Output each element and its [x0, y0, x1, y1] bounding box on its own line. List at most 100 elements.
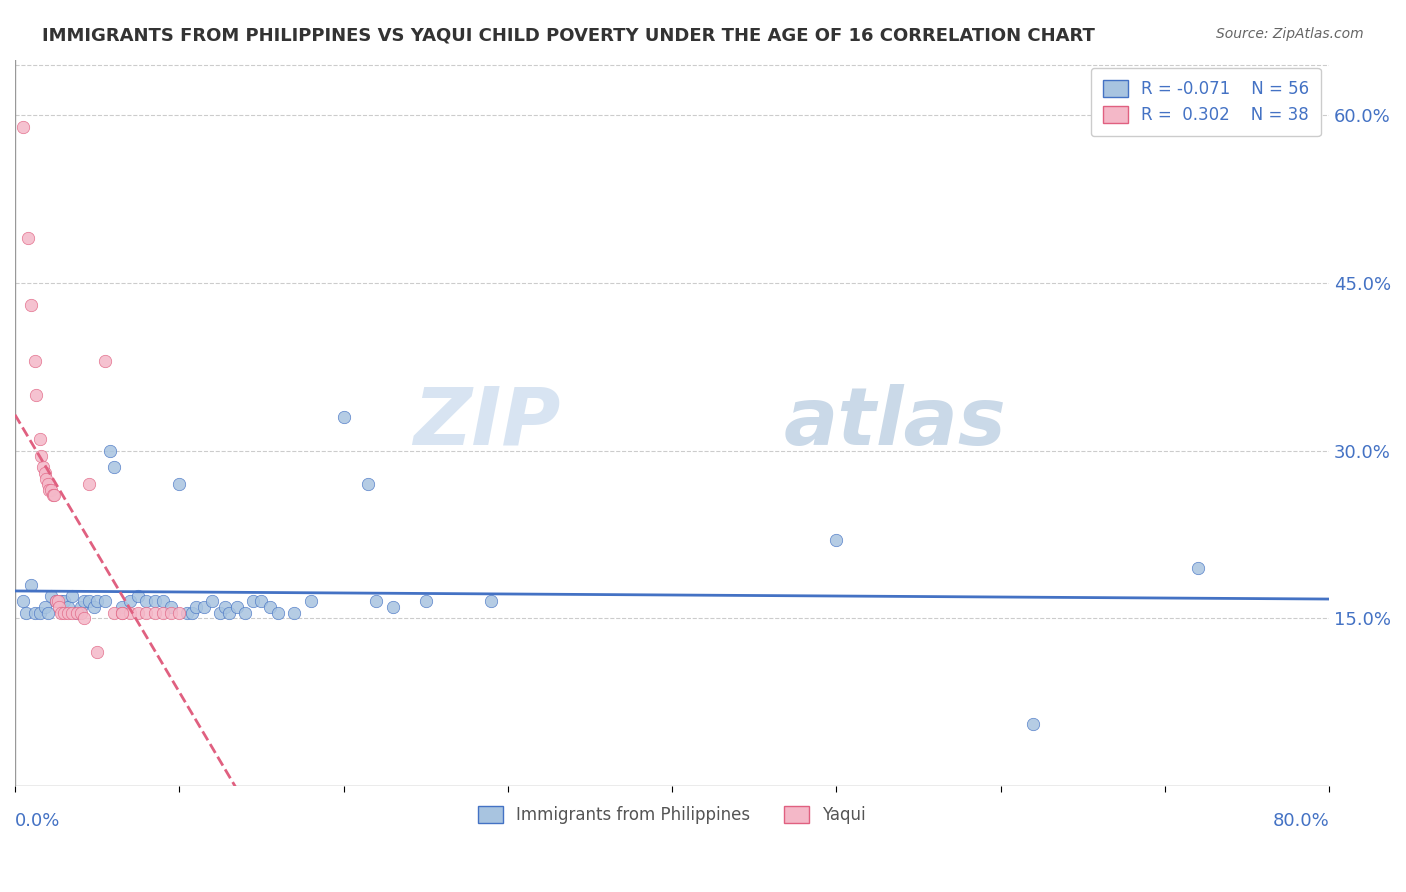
Point [184, 600, 207, 615]
Point [160, 606, 183, 620]
Point [49, 606, 72, 620]
Point [825, 533, 848, 547]
Point [103, 460, 125, 475]
Point [98, 443, 121, 458]
Point [39, 589, 62, 603]
Point [13, 120, 35, 134]
Point [259, 600, 281, 615]
Point [201, 594, 224, 608]
Point [381, 600, 404, 615]
Point [77, 477, 100, 491]
Text: ZIP: ZIP [413, 384, 561, 462]
Point [34, 466, 56, 480]
Point [46, 594, 69, 608]
Point [267, 606, 290, 620]
Point [111, 600, 134, 615]
Point [118, 594, 141, 608]
Point [176, 606, 198, 620]
Point [181, 606, 204, 620]
Point [73, 611, 96, 625]
Point [479, 594, 502, 608]
Point [62, 589, 84, 603]
Text: 0.0%: 0.0% [15, 812, 60, 830]
Point [299, 594, 322, 608]
Point [77, 594, 100, 608]
Point [127, 589, 149, 603]
Point [53, 594, 76, 608]
Point [152, 606, 174, 620]
Point [94, 354, 117, 368]
Point [225, 600, 247, 615]
Point [20, 298, 42, 312]
Point [86, 594, 108, 608]
Point [25, 388, 48, 402]
Text: Source: ZipAtlas.com: Source: ZipAtlas.com [1216, 27, 1364, 41]
Point [111, 606, 134, 620]
Point [167, 477, 190, 491]
Point [127, 606, 149, 620]
Point [1187, 561, 1209, 575]
Point [83, 600, 105, 615]
Point [53, 606, 76, 620]
Point [357, 477, 380, 491]
Point [45, 594, 67, 608]
Point [111, 606, 134, 620]
Point [32, 460, 55, 475]
Point [45, 594, 67, 608]
Point [37, 606, 59, 620]
Point [283, 606, 305, 620]
Point [56, 606, 79, 620]
Point [86, 645, 108, 659]
Point [103, 606, 125, 620]
Legend: Immigrants from Philippines, Yaqui: Immigrants from Philippines, Yaqui [467, 794, 877, 836]
Point [20, 577, 42, 591]
Point [1022, 717, 1045, 731]
Text: 80.0%: 80.0% [1272, 812, 1329, 830]
Point [28, 433, 51, 447]
Point [66, 606, 89, 620]
Point [42, 488, 65, 502]
Point [167, 606, 190, 620]
Point [152, 594, 174, 608]
Point [143, 606, 166, 620]
Point [69, 600, 91, 615]
Point [56, 600, 79, 615]
Point [24, 606, 46, 620]
Point [242, 594, 264, 608]
Point [15, 606, 38, 620]
Point [366, 594, 388, 608]
Point [35, 471, 58, 485]
Text: IMMIGRANTS FROM PHILIPPINES VS YAQUI CHILD POVERTY UNDER THE AGE OF 16 CORRELATI: IMMIGRANTS FROM PHILIPPINES VS YAQUI CHI… [42, 27, 1095, 45]
Point [62, 606, 84, 620]
Point [38, 483, 60, 497]
Point [73, 594, 96, 608]
Point [218, 606, 240, 620]
Point [44, 488, 66, 502]
Point [49, 594, 72, 608]
Text: atlas: atlas [783, 384, 1007, 462]
Point [28, 606, 51, 620]
Point [48, 600, 70, 615]
Point [37, 477, 59, 491]
Point [24, 354, 46, 368]
Point [209, 606, 232, 620]
Point [160, 600, 183, 615]
Point [135, 606, 157, 620]
Point [332, 410, 354, 425]
Point [17, 231, 39, 245]
Point [233, 606, 256, 620]
Point [118, 606, 141, 620]
Point [69, 606, 91, 620]
Point [135, 594, 157, 608]
Point [66, 606, 89, 620]
Point [143, 594, 166, 608]
Point [30, 449, 52, 463]
Point [13, 594, 35, 608]
Point [34, 600, 56, 615]
Point [193, 600, 215, 615]
Point [39, 483, 62, 497]
Point [250, 594, 273, 608]
Point [214, 600, 236, 615]
Point [415, 594, 437, 608]
Point [94, 594, 117, 608]
